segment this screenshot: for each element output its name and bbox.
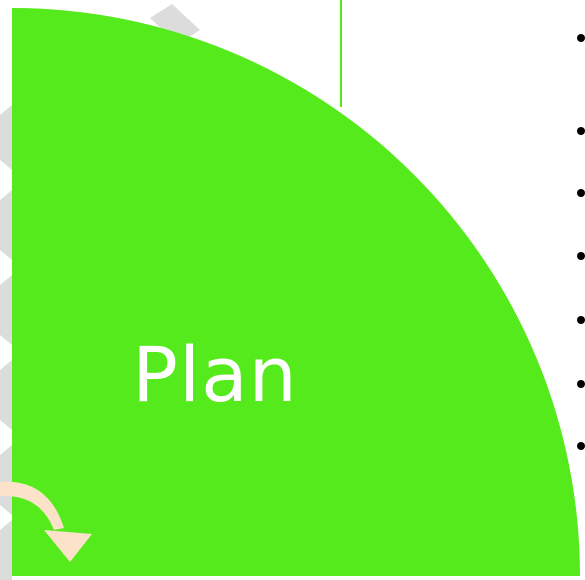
chevron-shape [150,4,200,44]
chevron-shape [0,520,12,580]
bullet-dot-icon [577,127,585,135]
chevron-shape [0,360,12,430]
bullet-dot-icon [577,442,585,450]
curved-arrow-icon [0,481,92,562]
chevron-shape [0,275,12,345]
bullet-dot-icon [577,189,585,197]
bullet-list [573,0,585,580]
chevron-shape [0,105,12,170]
bullet-dot-icon [577,34,585,42]
chevron-shape [0,445,12,515]
bullet-item [573,32,585,44]
bullet-item [573,125,585,137]
bullet-dot-icon [577,380,585,388]
bullet-dot-icon [577,252,585,260]
plan-quadrant [12,8,580,576]
background-chevrons [0,4,200,580]
bullet-dot-icon [577,316,585,324]
bullet-item [573,378,585,390]
bullet-item [573,440,585,452]
bullet-item [573,250,585,262]
bullet-item [573,187,585,199]
quadrant-label: Plan [132,330,298,419]
chevron-shape [0,190,12,260]
bullet-item [573,314,585,326]
